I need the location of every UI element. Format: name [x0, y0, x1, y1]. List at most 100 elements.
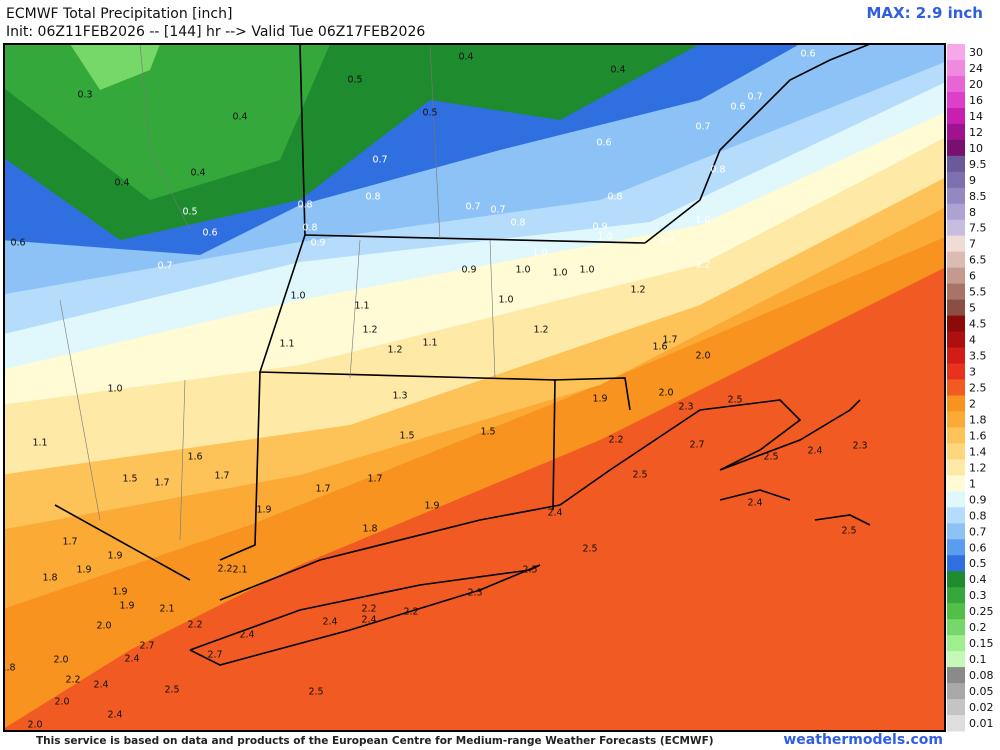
value-label: 0.5: [347, 75, 362, 86]
value-label: 1.3: [392, 391, 407, 402]
value-label: 0.6: [202, 228, 217, 239]
value-label: 2.4: [361, 615, 376, 626]
value-label: 2.3: [678, 402, 693, 413]
legend-swatch: [947, 363, 965, 381]
value-label: 0.9: [310, 238, 325, 249]
value-label: 0.4: [458, 52, 473, 63]
legend: 302420161412109.598.587.576.565.554.543.…: [947, 44, 994, 732]
legend-swatch: [947, 395, 965, 412]
legend-label: 2: [969, 397, 976, 410]
legend-label: 7.5: [969, 222, 987, 235]
value-label: 2.5: [308, 687, 323, 698]
value-label: 2.2: [187, 620, 202, 631]
legend-label: 0.25: [969, 605, 994, 618]
legend-label: 0.5: [969, 557, 987, 570]
legend-label: 24: [969, 62, 983, 75]
legend-swatch: [947, 155, 965, 173]
value-label: 2.7: [139, 641, 154, 652]
title: ECMWF Total Precipitation [inch]: [6, 6, 232, 22]
value-label: 2.0: [54, 697, 69, 708]
legend-swatch: [947, 667, 965, 684]
value-label: 2.5: [763, 452, 778, 463]
value-label: 0.8: [607, 192, 622, 203]
legend-swatch: [947, 91, 965, 109]
value-label: 1.2: [387, 345, 402, 356]
value-label: 1.8: [362, 524, 377, 535]
value-labels: 0.30.40.40.40.50.60.60.70.50.50.40.40.60…: [4, 49, 868, 731]
legend-swatch: [947, 331, 965, 349]
value-label: 2.2: [361, 604, 376, 615]
legend-swatch: [947, 59, 965, 77]
value-label: 1.5: [480, 427, 495, 438]
value-label: 0.6: [10, 238, 25, 249]
legend-swatch: [947, 443, 965, 460]
value-label: 1.9: [424, 501, 439, 512]
legend-label: 0.4: [969, 573, 987, 586]
value-label: 2.5: [727, 395, 742, 406]
legend-swatch: [947, 267, 965, 285]
legend-swatch: [947, 411, 965, 428]
legend-swatch: [947, 251, 965, 269]
value-label: 1.1: [279, 339, 294, 350]
value-label: 0.4: [190, 168, 205, 179]
legend-label: 9.5: [969, 158, 987, 171]
value-label: 1.1: [32, 438, 47, 449]
value-label: 0.9: [461, 265, 476, 276]
legend-label: 0.6: [969, 541, 987, 554]
value-label: 2.0: [695, 351, 710, 362]
value-label: 1.0: [597, 232, 612, 243]
legend-swatch: [947, 459, 965, 476]
legend-label: 14: [969, 110, 983, 123]
value-label: 2.2: [403, 607, 418, 618]
legend-swatch: [947, 187, 965, 205]
value-label: 1.0: [290, 291, 305, 302]
footer-site: weathermodels.com: [783, 732, 943, 748]
value-label: 0.4: [610, 65, 625, 76]
value-label: 0.3: [77, 90, 92, 101]
legend-label: 0.01: [969, 717, 994, 730]
value-label: 0.7: [747, 92, 762, 103]
value-label: 1.0: [532, 248, 547, 259]
value-label: 0.4: [232, 112, 247, 123]
legend-swatch: [947, 75, 965, 93]
legend-swatch: [947, 139, 965, 157]
value-label: 1.7: [662, 335, 677, 346]
value-label: 1.0: [695, 215, 710, 226]
legend-label: 1.2: [969, 461, 987, 474]
legend-label: 12: [969, 126, 983, 139]
legend-label: 1.4: [969, 445, 987, 458]
legend-swatch: [947, 315, 965, 333]
legend-swatch: [947, 651, 965, 668]
value-label: 2.4: [322, 617, 337, 628]
legend-label: 9: [969, 174, 976, 187]
value-label: 2.4: [107, 710, 122, 721]
legend-label: 0.7: [969, 525, 987, 538]
value-label: 1.6: [652, 342, 667, 353]
legend-swatch: [947, 171, 965, 189]
value-label: 2.2: [608, 435, 623, 446]
value-label: 2.4: [547, 508, 562, 519]
value-label: 2.1: [159, 604, 174, 615]
value-label: 1.9: [112, 587, 127, 598]
legend-label: 0.8: [969, 509, 987, 522]
legend-swatch: [947, 523, 965, 540]
value-label: 1.0: [498, 295, 513, 306]
value-label: 2.2: [217, 564, 232, 575]
value-label: 1.9: [119, 601, 134, 612]
legend-label: 4: [969, 334, 976, 347]
legend-label: 3.5: [969, 350, 987, 363]
legend-label: 5: [969, 302, 976, 315]
legend-label: 8.5: [969, 190, 987, 203]
map-frame: [3, 43, 946, 732]
value-label: 2.3: [852, 441, 867, 452]
value-label: 2.2: [65, 675, 80, 686]
value-label: 1.9: [256, 505, 271, 516]
legend-swatch: [947, 379, 965, 396]
value-label: 2.4: [239, 630, 254, 641]
legend-label: 6.5: [969, 254, 987, 267]
legend-swatch: [947, 555, 965, 572]
legend-swatch: [947, 283, 965, 301]
value-label: 0.8: [510, 218, 525, 229]
value-label: 0.6: [800, 49, 815, 60]
legend-label: 16: [969, 94, 983, 107]
